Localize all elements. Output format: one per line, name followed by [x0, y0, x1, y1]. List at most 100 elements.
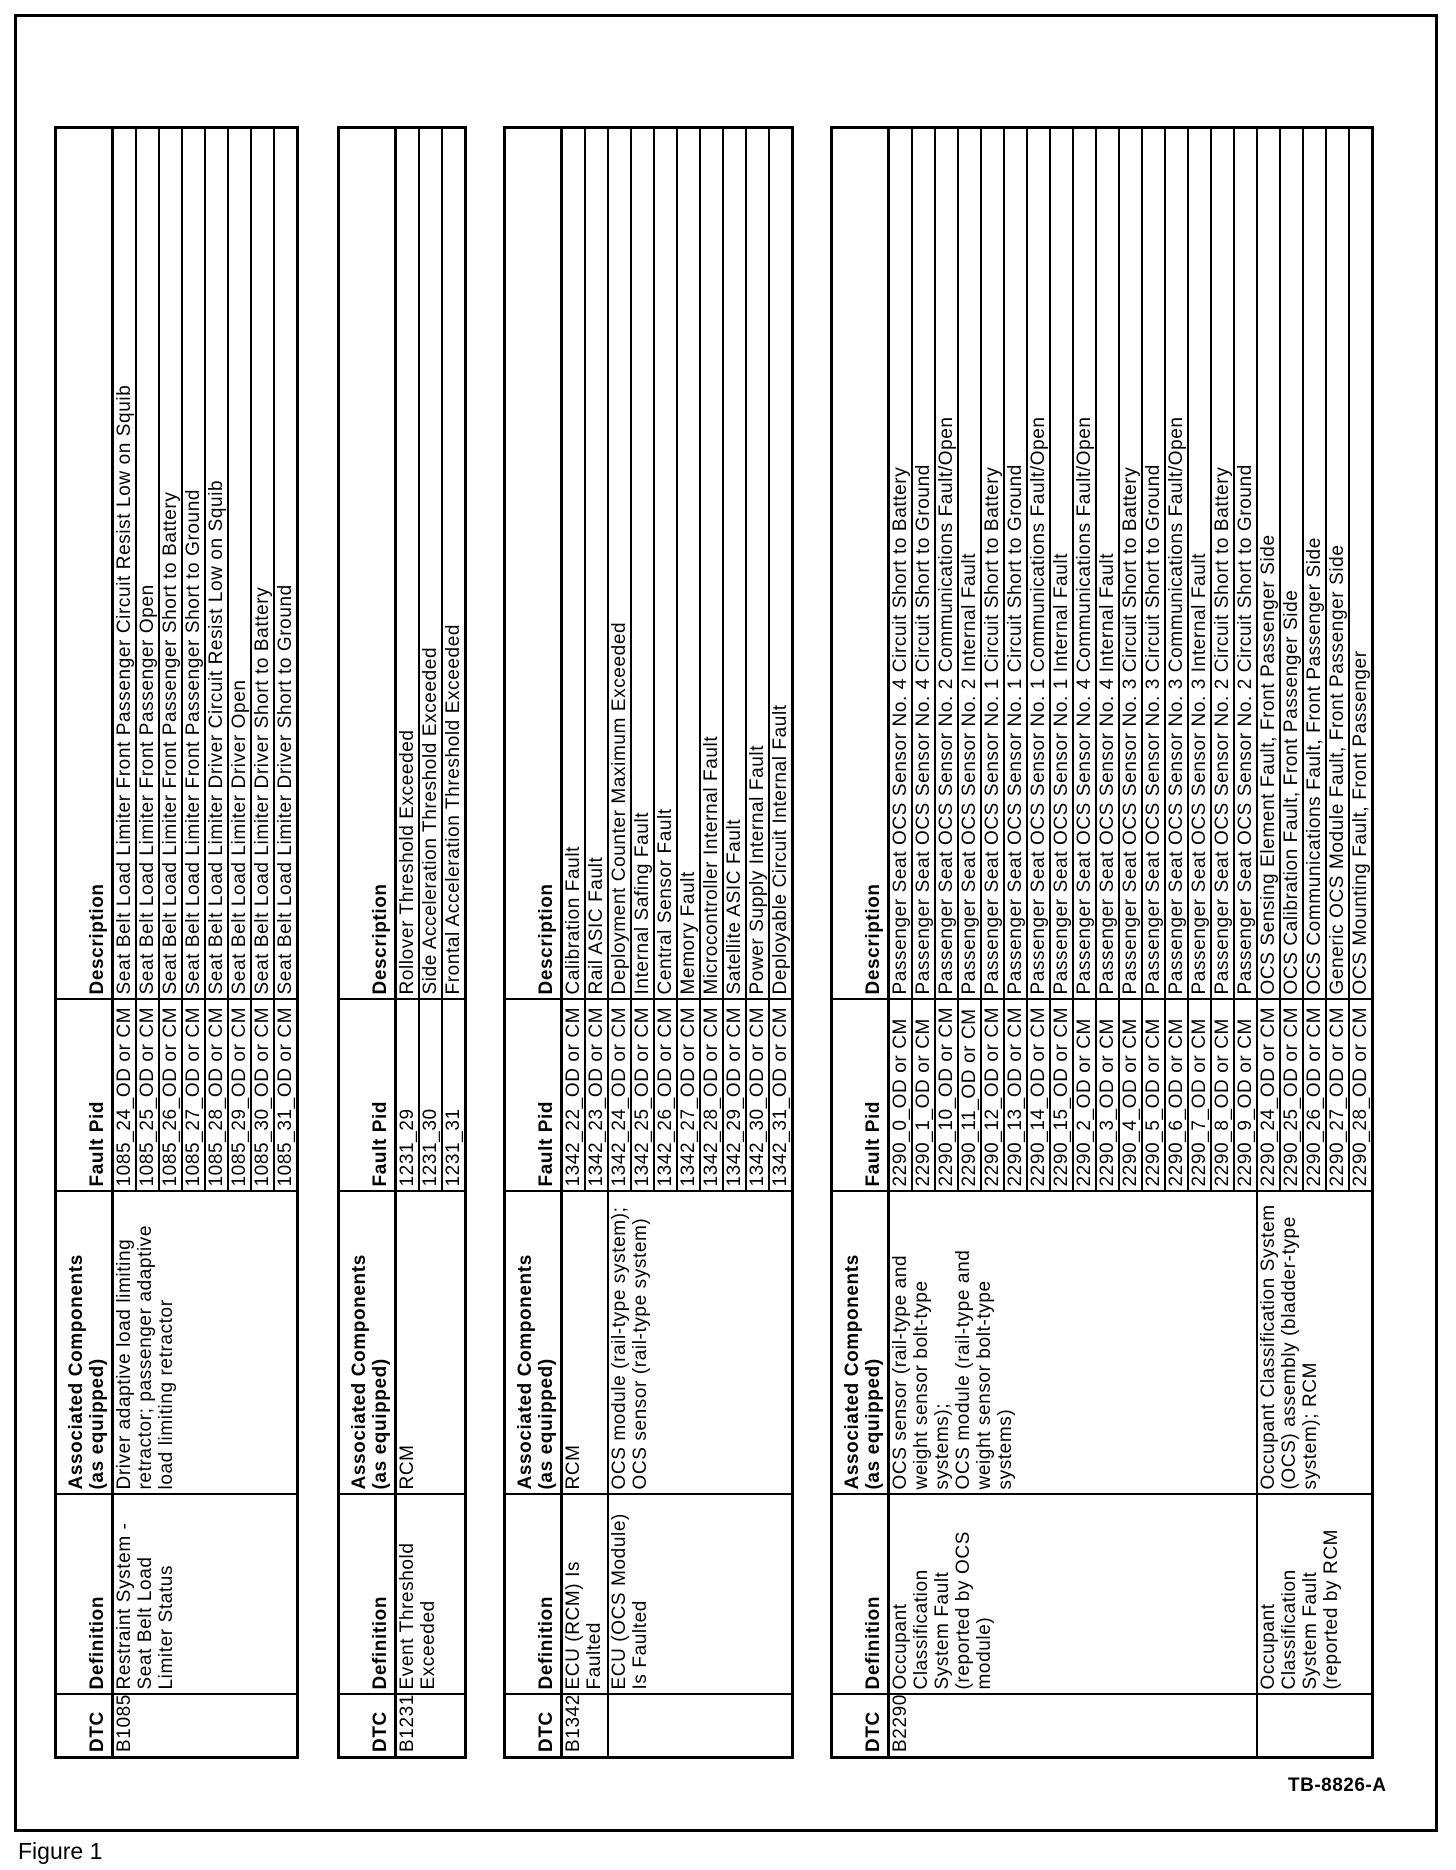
fault-description: Passenger Seat OCS Sensor No. 3 Communic…	[1165, 127, 1188, 1000]
fault-pid: 2290_26_OD or CM	[1303, 999, 1326, 1192]
fault-description: Passenger Seat OCS Sensor No. 3 Circuit …	[1142, 127, 1165, 1000]
fault-pid: 1085_26_OD or CM	[159, 999, 182, 1192]
header-components: Associated Components (as equipped)	[504, 1191, 562, 1495]
header-fault-pid: Fault Pid	[504, 999, 562, 1192]
fault-pid: 1342_23_OD or CM	[585, 999, 608, 1192]
header-fault-pid: Fault Pid	[338, 999, 396, 1192]
fault-description: Satellite ASIC Fault	[723, 127, 746, 1000]
fault-description: Passenger Seat OCS Sensor No. 4 Communic…	[1073, 127, 1096, 1000]
fault-pid: 2290_9_OD or CM	[1234, 999, 1257, 1192]
fault-description: Passenger Seat OCS Sensor No. 3 Circuit …	[1119, 127, 1142, 1000]
fault-pid: 2290_15_OD or CM	[1050, 999, 1073, 1192]
fault-description: Central Sensor Fault	[654, 127, 677, 1000]
fault-description: OCS Sensing Element Fault, Front Passeng…	[1257, 127, 1280, 1000]
fault-description: Microcontroller Internal Fault	[700, 127, 723, 1000]
fault-description: Passenger Seat OCS Sensor No. 4 Circuit …	[912, 127, 935, 1000]
table-row: ECU (OCS Module) Is Faulted OCS module (r…	[608, 127, 793, 1758]
fault-description: Passenger Seat OCS Sensor No. 1 Circuit …	[981, 127, 1004, 1000]
fault-pid: 2290_14_OD or CM	[1027, 999, 1050, 1192]
dtc-table-1: DTC Definition Associated Components (as eq…	[337, 126, 467, 1759]
figure-code: TB-8826-A	[1288, 1775, 1387, 1796]
figure-frame	[14, 14, 1438, 1832]
header-description: Description	[338, 127, 396, 1000]
fault-pid: 2290_12_OD or CM	[981, 999, 1004, 1192]
header-dtc: DTC	[55, 1694, 113, 1758]
associated-components: OCS sensor (rail-type and weight sensor …	[888, 1191, 1257, 1495]
fault-description: Passenger Seat OCS Sensor No. 4 Internal…	[1096, 127, 1119, 1000]
fault-pid: 2290_11_OD or CM	[958, 999, 981, 1192]
fault-pid: 1231_30	[419, 999, 442, 1192]
table-row: B1342 ECU (RCM) Is Faulted RCM 1342_22_OD o…	[561, 127, 608, 1758]
fault-description: Passenger Seat OCS Sensor No. 4 Circuit …	[888, 127, 912, 1000]
header-definition: Definition	[338, 1494, 396, 1695]
header-row: DTC Definition Associated Components (as eq…	[338, 127, 396, 1758]
fault-pid: 2290_5_OD or CM	[1142, 999, 1165, 1192]
header-definition: Definition	[55, 1494, 113, 1695]
table-row: B1085 Restraint System - Seat Belt Load L…	[112, 127, 298, 1758]
definition: ECU (RCM) Is Faulted	[561, 1494, 608, 1695]
fault-pid: 1342_26_OD or CM	[654, 999, 677, 1192]
dtc-code	[1257, 1694, 1373, 1758]
dtc-code: B2290	[888, 1694, 1257, 1758]
fault-description: Seat Belt Load Limiter Front Passenger S…	[159, 127, 182, 1000]
dtc-table: DTC Definition Associated Components (as eq…	[54, 126, 299, 1759]
fault-pid: 2290_6_OD or CM	[1165, 999, 1188, 1192]
fault-description: Deployable Circuit Internal Fault	[769, 127, 793, 1000]
definition: ECU (OCS Module) Is Faulted	[608, 1494, 793, 1695]
definition: Event Threshold Exceeded	[395, 1494, 466, 1695]
fault-description: Generic OCS Module Fault, Front Passenge…	[1326, 127, 1349, 1000]
header-components-line1: Associated Components	[515, 1254, 536, 1490]
fault-pid: 1342_28_OD or CM	[700, 999, 723, 1192]
fault-description: OCS Calibration Fault, Front Passenger S…	[1280, 127, 1303, 1000]
fault-description: Internal Safing Fault	[631, 127, 654, 1000]
fault-description: Seat Belt Load Limiter Front Passenger C…	[112, 127, 136, 1000]
fault-description: Passenger Seat OCS Sensor No. 2 Communic…	[935, 127, 958, 1000]
fault-pid: 1342_25_OD or CM	[631, 999, 654, 1192]
dtc-table: DTC Definition Associated Components (as eq…	[337, 126, 467, 1759]
fault-pid: 1085_24_OD or CM	[112, 999, 136, 1192]
fault-pid: 2290_3_OD or CM	[1096, 999, 1119, 1192]
fault-pid: 2290_24_OD or CM	[1257, 999, 1280, 1192]
dtc-table-0: DTC Definition Associated Components (as eq…	[54, 126, 299, 1759]
header-components-line1: Associated Components	[349, 1254, 370, 1490]
fault-description: Seat Belt Load Limiter Driver Circuit Re…	[205, 127, 228, 1000]
fault-pid: 1085_28_OD or CM	[205, 999, 228, 1192]
fault-description: Seat Belt Load Limiter Driver Short to G…	[274, 127, 298, 1000]
fault-pid: 1342_29_OD or CM	[723, 999, 746, 1192]
fault-pid: 1085_30_OD or CM	[251, 999, 274, 1192]
header-fault-pid: Fault Pid	[831, 999, 889, 1192]
header-components-line2: (as equipped)	[87, 1358, 108, 1490]
header-dtc: DTC	[831, 1694, 889, 1758]
header-definition: Definition	[831, 1494, 889, 1695]
fault-pid: 1231_31	[442, 999, 466, 1192]
fault-pid: 2290_0_OD or CM	[888, 999, 912, 1192]
fault-pid: 1085_25_OD or CM	[136, 999, 159, 1192]
fault-pid: 1342_22_OD or CM	[561, 999, 585, 1192]
fault-description: Passenger Seat OCS Sensor No. 1 Communic…	[1027, 127, 1050, 1000]
fault-pid: 2290_7_OD or CM	[1188, 999, 1211, 1192]
fault-description: Deployment Counter Maximum Exceeded	[608, 127, 631, 1000]
fault-description: Seat Belt Load Limiter Driver Short to B…	[251, 127, 274, 1000]
fault-pid: 2290_25_OD or CM	[1280, 999, 1303, 1192]
header-row: DTC Definition Associated Components (as eq…	[504, 127, 562, 1758]
dtc-table: DTC Definition Associated Components (as eq…	[830, 126, 1374, 1759]
fault-pid: 2290_8_OD or CM	[1211, 999, 1234, 1192]
fault-pid: 1085_31_OD or CM	[274, 999, 298, 1192]
fault-description: Rollover Threshold Exceeded	[395, 127, 419, 1000]
associated-components: Occupant Classification System (OCS) ass…	[1257, 1191, 1373, 1495]
fault-description: Calibration Fault	[561, 127, 585, 1000]
dtc-code	[608, 1694, 793, 1758]
fault-description: Power Supply Internal Fault	[746, 127, 769, 1000]
table-row: B2290 Occupant Classification System Faul…	[888, 127, 1257, 1758]
associated-components: RCM	[395, 1191, 466, 1495]
associated-components: OCS module (rail-type system); OCS senso…	[608, 1191, 793, 1495]
fault-description: Passenger Seat OCS Sensor No. 2 Internal…	[958, 127, 981, 1000]
table-row: B1231 Event Threshold Exceeded RCM 1231_29 R…	[395, 127, 466, 1758]
fault-pid: 1231_29	[395, 999, 419, 1192]
fault-description: Seat Belt Load Limiter Driver Open	[228, 127, 251, 1000]
fault-description: Seat Belt Load Limiter Front Passenger S…	[182, 127, 205, 1000]
fault-pid: 1085_27_OD or CM	[182, 999, 205, 1192]
definition: Restraint System - Seat Belt Load Limite…	[112, 1494, 298, 1695]
header-components-line1: Associated Components	[66, 1254, 87, 1490]
fault-description: Passenger Seat OCS Sensor No. 1 Internal…	[1050, 127, 1073, 1000]
